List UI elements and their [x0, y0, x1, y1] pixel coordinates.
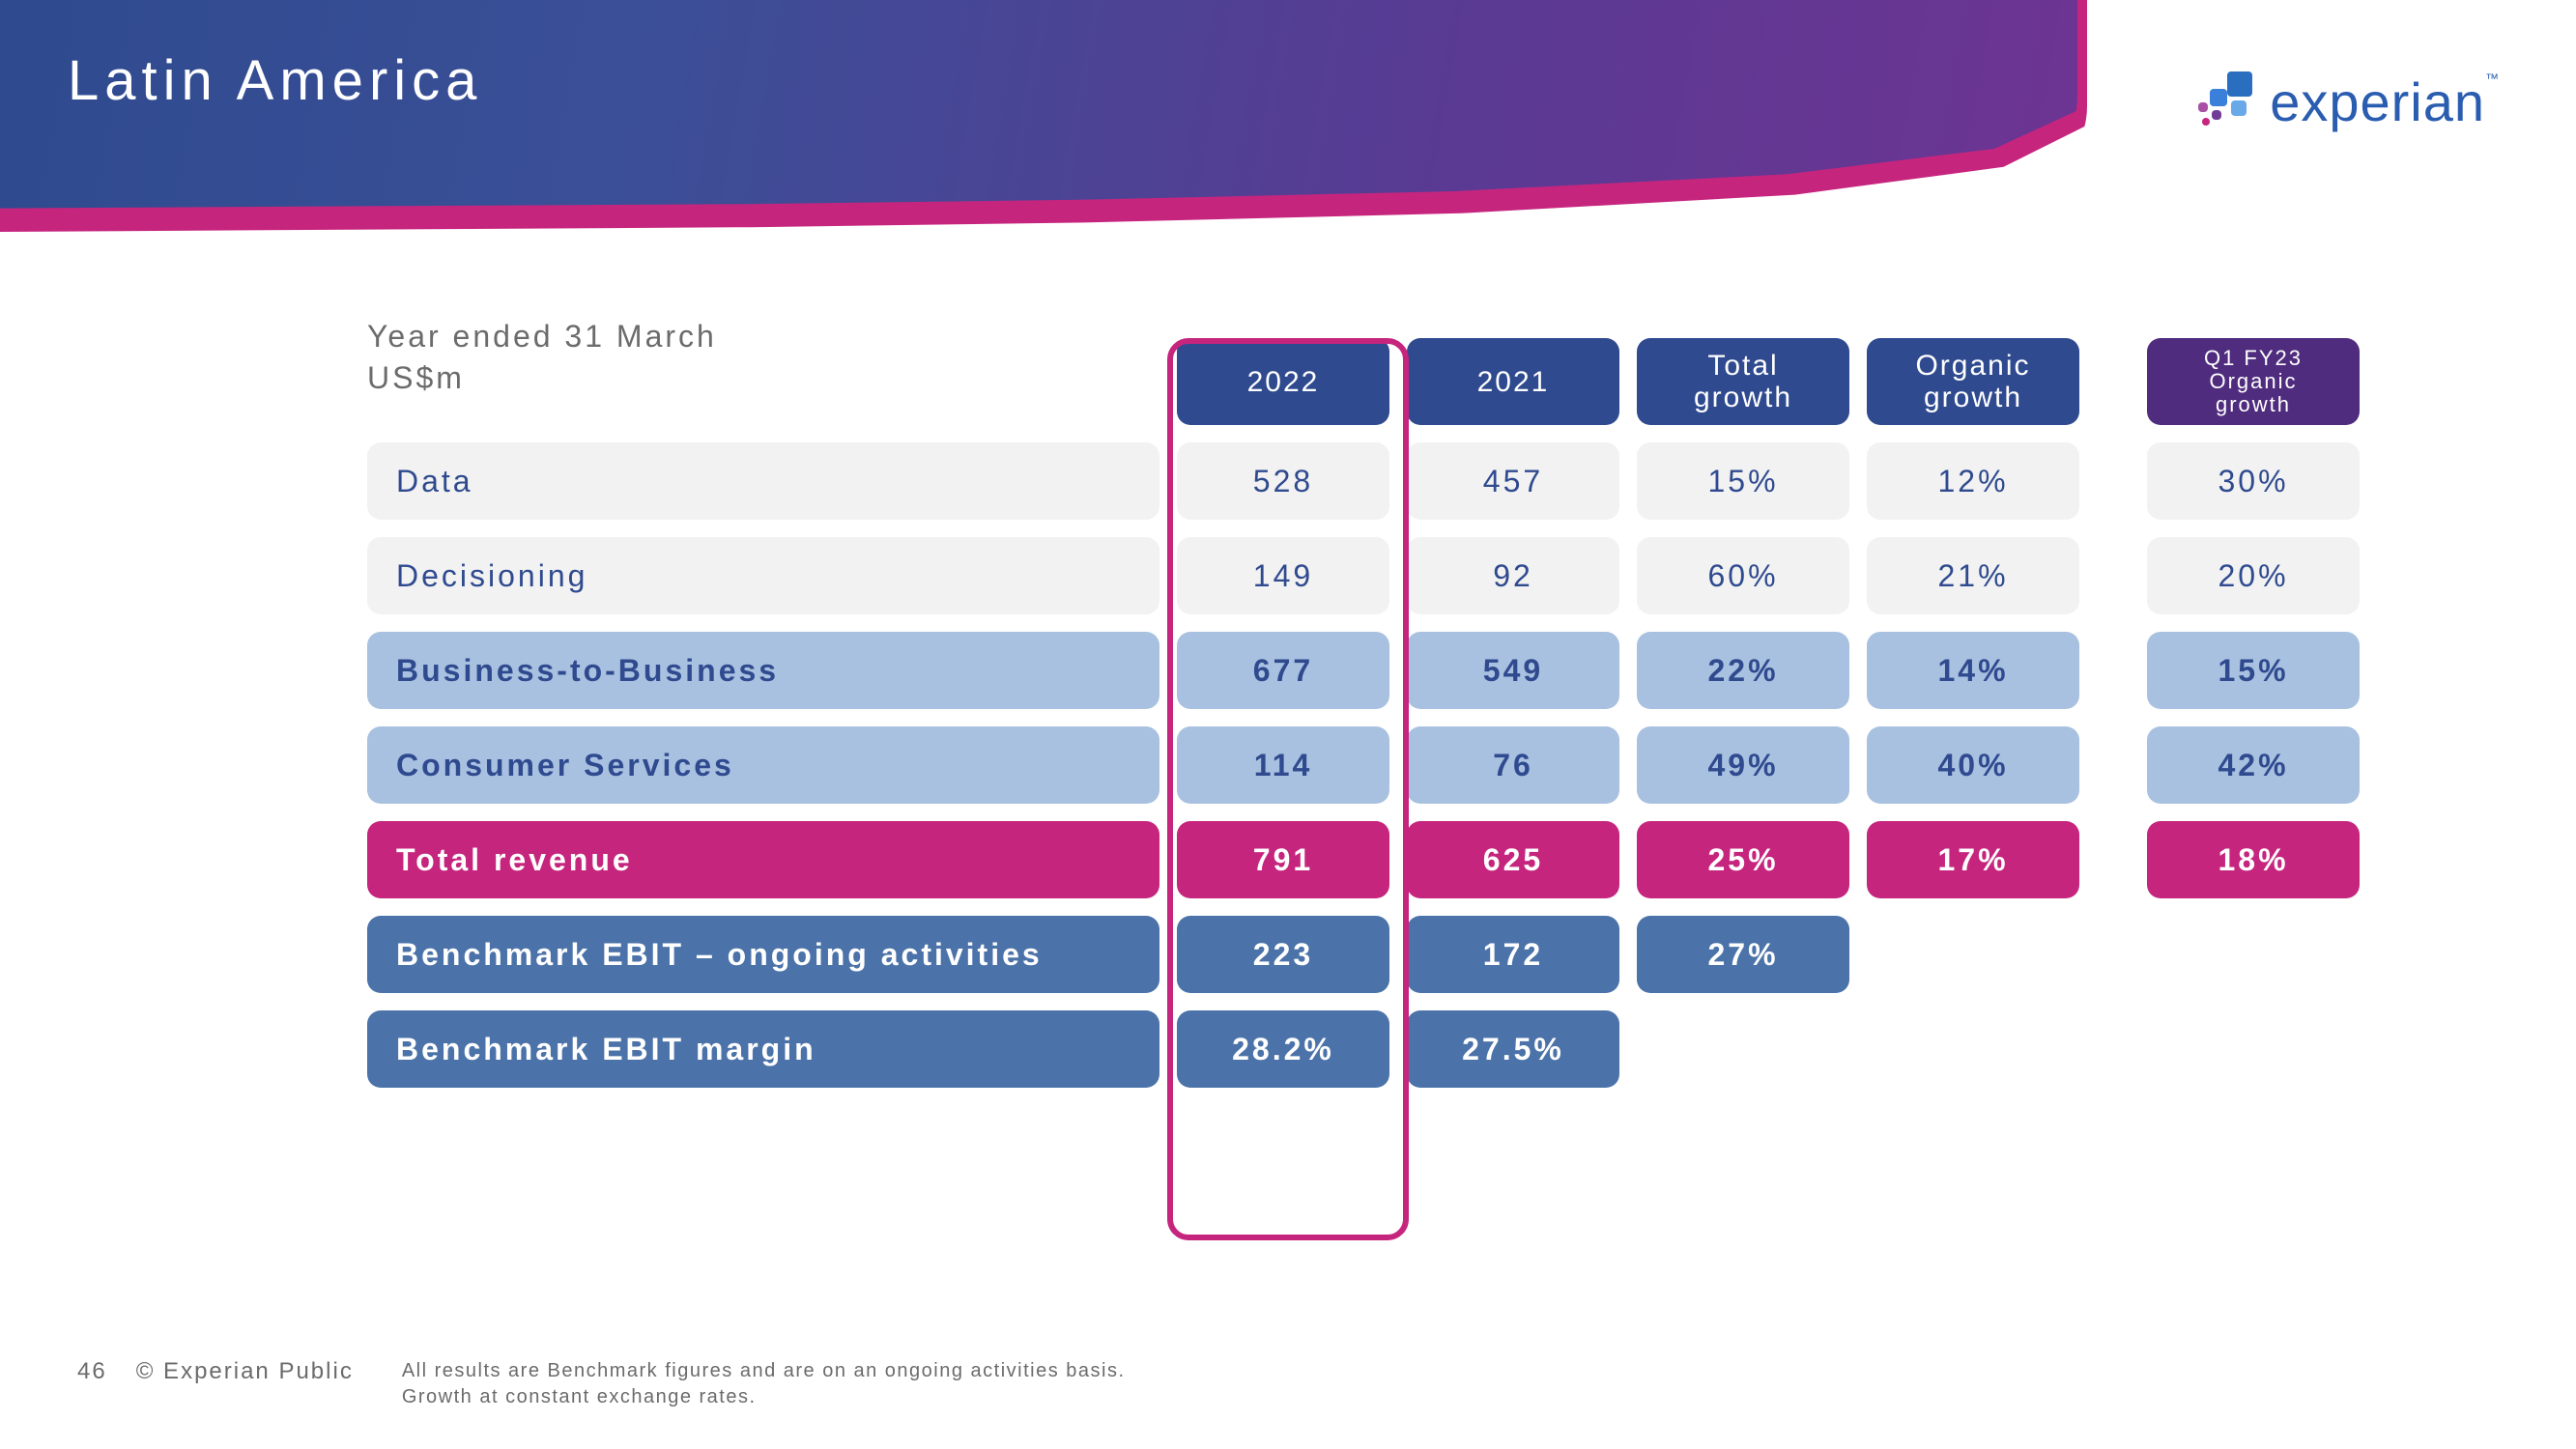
- table-cell: 40%: [1867, 726, 2079, 804]
- table-cell: 30%: [2147, 442, 2360, 520]
- experian-logo: experian™: [2190, 68, 2499, 135]
- table-cell: [1637, 1010, 1849, 1088]
- col-header-2022: 2022: [1177, 338, 1389, 425]
- table-cell: 114: [1177, 726, 1389, 804]
- header-spacer: [367, 338, 1159, 415]
- table-cell: 92: [1407, 537, 1619, 614]
- table-cell: 149: [1177, 537, 1389, 614]
- col-header-q1-organic: Q1 FY23 Organic growth: [2147, 338, 2360, 425]
- col-header-organic-growth: Organic growth: [1867, 338, 2079, 425]
- table-cell: 28.2%: [1177, 1010, 1389, 1088]
- row-label: Benchmark EBIT – ongoing activities: [367, 916, 1159, 993]
- table-cell: [2147, 1010, 2360, 1088]
- table-cell: 12%: [1867, 442, 2079, 520]
- table-cell: 27%: [1637, 916, 1849, 993]
- footnote: All results are Benchmark figures and ar…: [402, 1358, 1126, 1410]
- table-cell: 223: [1177, 916, 1389, 993]
- table-row: Total revenue79162525%17% 18%: [367, 821, 2474, 898]
- table-cell: 22%: [1637, 632, 1849, 709]
- table-cell: [1867, 1010, 2079, 1088]
- table-cell: 172: [1407, 916, 1619, 993]
- copyright-text: © Experian Public: [136, 1358, 354, 1385]
- col-header-2021: 2021: [1407, 338, 1619, 425]
- table-cell: [1867, 916, 2079, 993]
- table-cell: 18%: [2147, 821, 2360, 898]
- row-label: Data: [367, 442, 1159, 520]
- table-cell: 549: [1407, 632, 1619, 709]
- table-cell: 21%: [1867, 537, 2079, 614]
- row-label: Benchmark EBIT margin: [367, 1010, 1159, 1088]
- table-row: Consumer Services1147649%40% 42%: [367, 726, 2474, 804]
- row-label: Consumer Services: [367, 726, 1159, 804]
- row-label: Business-to-Business: [367, 632, 1159, 709]
- table-row: Business-to-Business67754922%14% 15%: [367, 632, 2474, 709]
- table-cell: 60%: [1637, 537, 1849, 614]
- table-cell: 677: [1177, 632, 1389, 709]
- table-cell: 42%: [2147, 726, 2360, 804]
- table-cell: 528: [1177, 442, 1389, 520]
- table-header-row: 2022 2021 Total growth Organic growth Q1…: [367, 338, 2474, 425]
- row-label: Total revenue: [367, 821, 1159, 898]
- footnote-line2: Growth at constant exchange rates.: [402, 1384, 1126, 1410]
- table-cell: 25%: [1637, 821, 1849, 898]
- table-cell: 457: [1407, 442, 1619, 520]
- table-row: Data52845715%12% 30%: [367, 442, 2474, 520]
- table-cell: 20%: [2147, 537, 2360, 614]
- row-label: Decisioning: [367, 537, 1159, 614]
- footnote-line1: All results are Benchmark figures and ar…: [402, 1358, 1126, 1384]
- table-row: Benchmark EBIT – ongoing activities22317…: [367, 916, 2474, 993]
- table-cell: [2147, 916, 2360, 993]
- page-title: Latin America: [68, 48, 482, 113]
- experian-logo-text: experian™: [2270, 71, 2499, 133]
- table-cell: 791: [1177, 821, 1389, 898]
- table-cell: 27.5%: [1407, 1010, 1619, 1088]
- page-number: 46: [77, 1358, 107, 1385]
- table-cell: 76: [1407, 726, 1619, 804]
- table-cell: 17%: [1867, 821, 2079, 898]
- table-cell: 15%: [2147, 632, 2360, 709]
- table-row: Benchmark EBIT margin28.2%27.5%: [367, 1010, 2474, 1088]
- header-banner: Latin America: [0, 0, 2087, 251]
- table-cell: 49%: [1637, 726, 1849, 804]
- table-cell: 15%: [1637, 442, 1849, 520]
- experian-logo-icon: [2190, 68, 2258, 135]
- col-header-total-growth: Total growth: [1637, 338, 1849, 425]
- table-cell: 14%: [1867, 632, 2079, 709]
- table-row: Decisioning1499260%21% 20%: [367, 537, 2474, 614]
- table-grid: 2022 2021 Total growth Organic growth Q1…: [367, 338, 2474, 1088]
- financial-table: Year ended 31 March US$m 2022 2021 Total…: [367, 319, 2474, 1088]
- slide-footer: 46 © Experian Public All results are Ben…: [77, 1358, 1126, 1410]
- table-cell: 625: [1407, 821, 1619, 898]
